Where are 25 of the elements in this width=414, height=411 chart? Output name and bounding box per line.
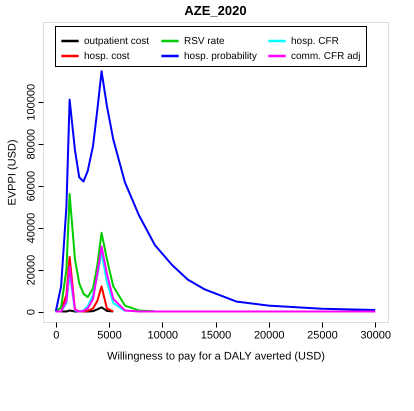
y-tick-label: 60000 [26,170,38,202]
line-series [54,70,376,313]
legend-label: comm. CFR adj [291,51,360,62]
y-tick-label: 0 [26,308,38,316]
x-tick-label: 25000 [307,330,338,342]
legend-label: outpatient cost [84,36,150,47]
x-tick-label: 20000 [254,330,285,342]
y-axis-title: EVPPI (USD) [6,139,18,206]
y-tick-label: 80000 [26,128,38,160]
chart-title: AZE_2020 [184,3,247,18]
x-tick-label: 5000 [97,330,122,342]
line-series [54,193,156,313]
legend-label: hosp. CFR [291,36,339,47]
x-tick-label: 0 [53,330,60,342]
x-tick-label: 10000 [147,330,178,342]
legend-label: RSV rate [184,36,226,47]
y-tick-label: 100000 [26,84,38,121]
y-tick-label: 40000 [26,212,38,244]
y-tick-label: 20000 [26,254,38,286]
legend-label: hosp. probability [184,51,257,62]
x-axis-title: Willingness to pay for a DALY averted (USD) [107,350,325,362]
line-series [54,245,376,313]
x-tick-label: 15000 [200,330,232,342]
x-tick-label: 30000 [360,330,392,342]
legend-label: hosp. cost [84,51,130,62]
